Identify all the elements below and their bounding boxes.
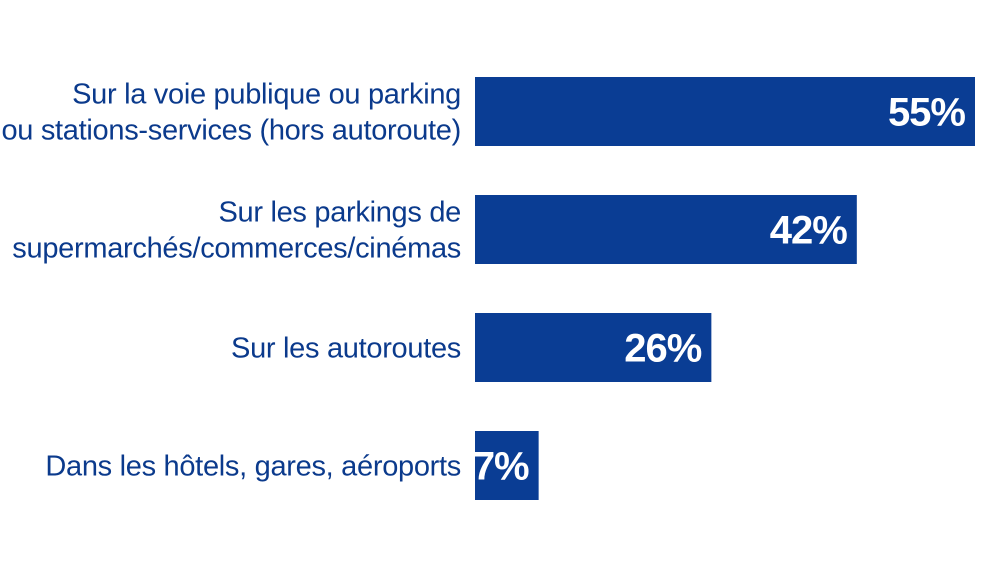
bar-1 [475, 195, 857, 264]
category-label-3-line-0: Dans les hôtels, gares, aéroports [45, 451, 461, 483]
value-labels-group: 55% 42% 26% 7% [473, 91, 967, 489]
bars-group [475, 77, 975, 500]
category-label-1-line-0: Sur les parkings de [218, 197, 461, 229]
value-label-0: 55% [888, 91, 965, 135]
category-label-0-line-1: ou stations-services (hors autoroute) [1, 115, 461, 147]
bar-0 [475, 77, 975, 146]
value-label-3: 7% [473, 445, 529, 489]
category-label-0-line-0: Sur la voie publique ou parking [72, 79, 461, 111]
bar-3 [475, 431, 539, 500]
category-label-1-line-1: supermarchés/commerces/cinémas [12, 233, 461, 265]
value-label-2: 26% [624, 327, 701, 371]
category-labels-group: Sur la voie publique ou parking ou statio… [1, 79, 461, 483]
value-label-1: 42% [770, 209, 847, 253]
category-label-2-line-0: Sur les autoroutes [231, 333, 461, 365]
bar-2 [475, 313, 712, 382]
